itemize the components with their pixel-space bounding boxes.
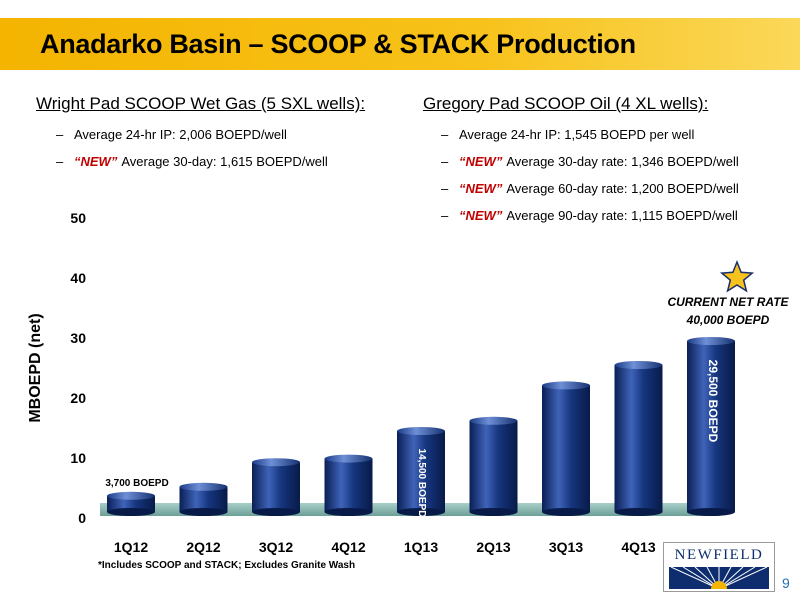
bar-cap [107,491,155,500]
wright-pad-title: Wright Pad SCOOP Wet Gas (5 SXL wells): [36,94,366,113]
bar-body [469,420,518,512]
newfield-logo: NEWFIELD [663,542,775,592]
bar-body [397,431,445,512]
title-bar [0,18,800,70]
x-tick-label: 1Q12 [114,539,148,555]
y-axis-label: MBOEPD (net) [27,313,44,422]
bullet-item: “NEW”Average 30-day: 1,615 BOEPD/well [56,154,328,181]
star-icon [719,259,755,293]
y-tick-label: 50 [70,210,86,226]
bullet-item: Average 24-hr IP: 1,545 BOEPD per well [441,127,739,154]
bullet-text: Average 30-day: 1,615 BOEPD/well [121,154,328,169]
bar [179,482,228,516]
bar-cap [614,361,663,369]
x-axis-tick-labels: 1Q122Q123Q124Q121Q132Q133Q134Q131Q14 [114,539,728,555]
new-tag: “NEW” [74,154,118,169]
bar-base [614,508,663,516]
logo-sunburst [669,567,769,589]
bar [397,427,445,516]
x-tick-label: 3Q13 [549,539,583,555]
current-rate-label: CURRENT NET RATE [667,295,789,309]
bar [542,381,590,516]
bar [614,361,663,516]
logo-text: NEWFIELD [674,547,764,563]
x-tick-label: 2Q12 [186,539,220,555]
production-bar-chart: 0 10 20 30 40 50 MBOEPD (net) 1Q12 2Q12 3Q12 4Q1… [27,210,790,555]
y-tick-label: 10 [70,450,86,466]
bar-body [179,486,228,512]
bar-body [687,341,735,512]
y-tick-label: 30 [70,330,86,346]
bar-cap [252,458,300,467]
gregory-pad-title: Gregory Pad SCOOP Oil (4 XL wells): [423,94,709,113]
x-tick-label: 2Q13 [476,539,510,555]
bar-base [542,508,590,516]
y-tick-label: 20 [70,390,86,406]
bar [469,416,518,516]
data-label: 3,700 BOEPD [105,478,168,489]
bar-base [687,508,735,516]
current-rate-value: 40,000 BOEPD [686,313,770,327]
bar-body [614,365,663,512]
bar-base [397,508,445,516]
bar [324,454,373,516]
bar-cap [324,454,373,463]
wright-pad-bullets: Average 24-hr IP: 2,006 BOEPD/well “NEW”… [56,127,328,181]
bullet-text: Average 24-hr IP: 2,006 BOEPD/well [74,127,287,142]
bar-base [107,508,155,516]
bar-cap [687,337,735,345]
bullet-item: Average 24-hr IP: 2,006 BOEPD/well [56,127,328,154]
page-title: Anadarko Basin – SCOOP & STACK Productio… [40,29,636,59]
x-tick-label: 3Q12 [259,539,293,555]
bar-body [324,458,373,512]
bar-cap [542,381,590,390]
gregory-pad-bullets: Average 24-hr IP: 1,545 BOEPD per well “… [441,127,739,235]
y-axis: 0 10 20 30 40 50 [70,210,86,526]
bar [107,491,155,516]
bullet-item: “NEW”Average 90-day rate: 1,115 BOEPD/we… [441,208,739,235]
y-tick-label: 0 [78,510,86,526]
new-tag: “NEW” [459,154,503,169]
bar-body [107,495,155,512]
bullet-text: Average 30-day rate: 1,346 BOEPD/well [506,154,739,169]
bar [687,337,735,516]
x-tick-label: 1Q13 [404,539,438,555]
bar [252,458,300,516]
data-label: 14,500 BOEPD [416,449,427,518]
bar-body [252,462,300,512]
bullet-text: Average 60-day rate: 1,200 BOEPD/well [506,181,739,196]
page-number: 9 [782,575,790,591]
bar-cap [179,482,228,491]
bar-base [324,508,373,516]
bars [107,337,735,516]
y-tick-label: 40 [70,270,86,286]
bullet-item: “NEW”Average 60-day rate: 1,200 BOEPD/we… [441,181,739,208]
new-tag: “NEW” [459,181,503,196]
footnote: *Includes SCOOP and STACK; Excludes Gran… [98,560,356,571]
bar-cap [469,416,518,425]
bullet-item: “NEW”Average 30-day rate: 1,346 BOEPD/we… [441,154,739,181]
bar-base [252,508,300,516]
bar-base [179,508,228,516]
data-labels: 3,700 BOEPD 14,500 BOEPD 29,500 BOEPD [105,360,720,518]
bullet-text: Average 24-hr IP: 1,545 BOEPD per well [459,127,695,142]
new-tag: “NEW” [459,208,503,223]
x-tick-label: 4Q13 [621,539,655,555]
bar-base [469,508,518,516]
x-tick-label: 4Q12 [331,539,365,555]
bar-body [542,385,590,512]
data-label: 29,500 BOEPD [706,360,720,443]
bar-cap [397,427,445,435]
bullet-text: Average 90-day rate: 1,115 BOEPD/well [506,208,738,223]
